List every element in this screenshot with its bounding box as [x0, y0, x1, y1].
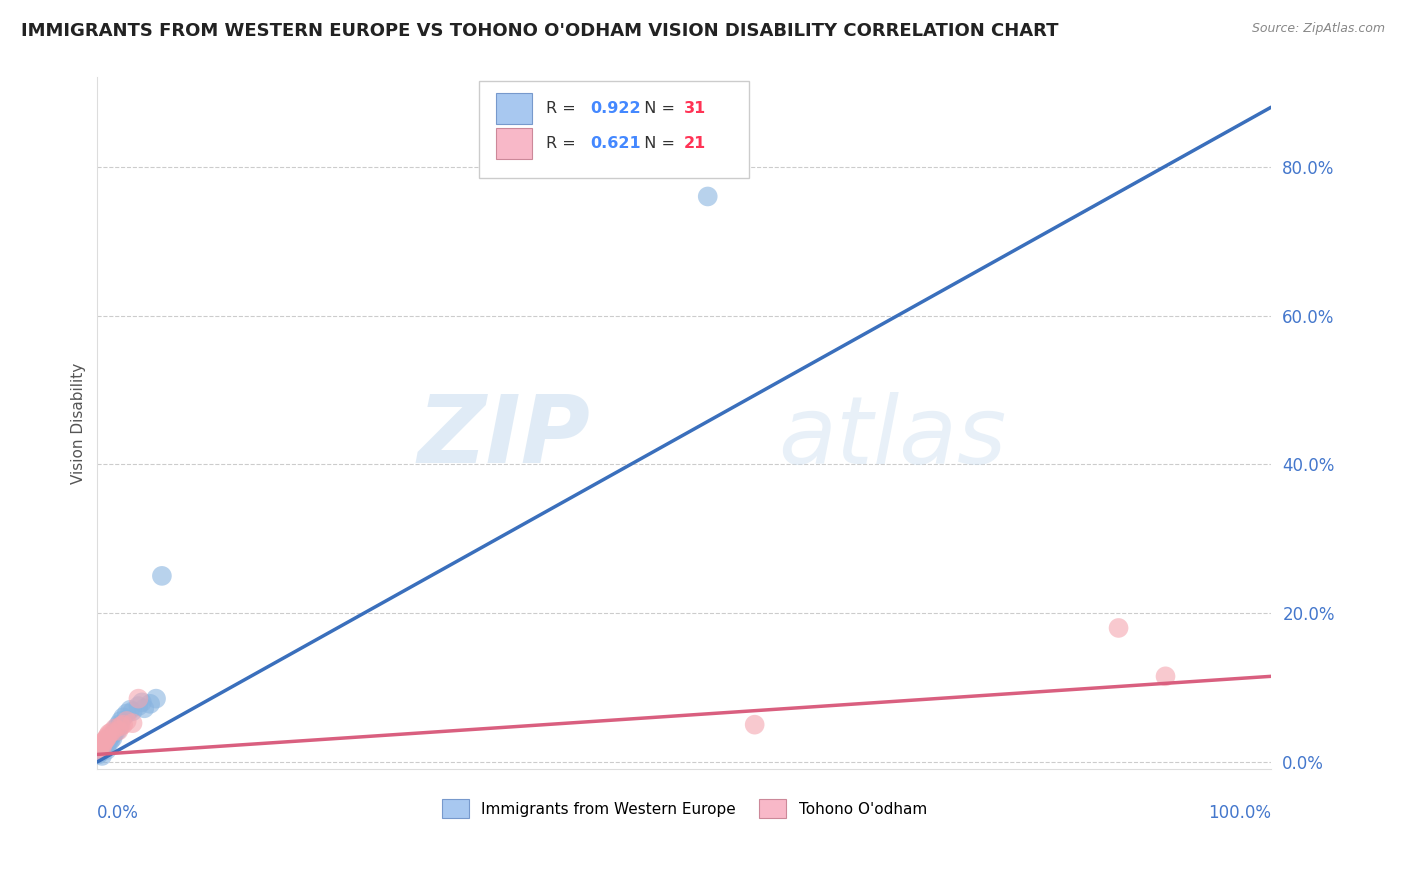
Point [87, 744, 110, 758]
Text: R =: R = [546, 101, 581, 116]
Point [93, 734, 115, 748]
Text: 100.0%: 100.0% [1208, 804, 1271, 822]
Point [145, 691, 167, 706]
Legend: Immigrants from Western Europe, Tohono O'odham: Immigrants from Western Europe, Tohono O… [436, 793, 934, 824]
Point [110, 714, 132, 728]
Text: 31: 31 [685, 101, 706, 116]
Point [87, 747, 110, 762]
Point [1154, 669, 1177, 683]
Point [112, 717, 135, 731]
Point [107, 723, 129, 738]
Point [120, 703, 142, 717]
Y-axis label: Vision Disability: Vision Disability [72, 363, 86, 484]
Point [696, 189, 718, 203]
Text: IMMIGRANTS FROM WESTERN EUROPE VS TOHONO O'ODHAM VISION DISABILITY CORRELATION C: IMMIGRANTS FROM WESTERN EUROPE VS TOHONO… [21, 22, 1059, 40]
Text: N =: N = [634, 101, 681, 116]
Text: Source: ZipAtlas.com: Source: ZipAtlas.com [1251, 22, 1385, 36]
Point [97, 736, 120, 750]
Point [89, 741, 111, 756]
Point [134, 701, 156, 715]
Point [91, 739, 114, 754]
Point [127, 691, 149, 706]
Point [94, 739, 117, 753]
Point [98, 732, 121, 747]
Point [744, 717, 766, 731]
Point [1108, 621, 1130, 635]
Point [89, 746, 111, 760]
Point [105, 723, 128, 738]
Point [90, 739, 112, 753]
Point [97, 729, 120, 743]
Point [104, 725, 127, 739]
Point [101, 731, 124, 745]
FancyBboxPatch shape [479, 81, 749, 178]
Point [108, 719, 131, 733]
Text: atlas: atlas [778, 392, 1007, 483]
Point [91, 741, 114, 756]
Point [96, 743, 118, 757]
Text: 0.621: 0.621 [591, 136, 641, 151]
Bar [496, 93, 531, 124]
Point [112, 710, 135, 724]
Point [121, 704, 143, 718]
Point [98, 734, 121, 748]
Point [139, 697, 162, 711]
Point [100, 729, 122, 743]
Point [96, 731, 118, 745]
Point [104, 722, 127, 736]
Point [107, 717, 129, 731]
Point [100, 725, 122, 739]
Point [131, 695, 153, 709]
Point [91, 736, 114, 750]
Point [110, 719, 132, 733]
Text: N =: N = [634, 136, 681, 151]
Point [94, 732, 117, 747]
Point [103, 726, 125, 740]
Text: R =: R = [546, 136, 581, 151]
Text: 21: 21 [685, 136, 706, 151]
Text: 0.0%: 0.0% [97, 804, 139, 822]
Point [98, 726, 121, 740]
Point [150, 569, 173, 583]
Bar [496, 128, 531, 159]
Point [91, 748, 114, 763]
Point [105, 722, 128, 736]
Point [115, 714, 138, 728]
Point [121, 716, 143, 731]
Text: 0.922: 0.922 [591, 101, 641, 116]
Point [93, 739, 115, 754]
Point [90, 744, 112, 758]
Text: ZIP: ZIP [418, 392, 591, 483]
Point [127, 699, 149, 714]
Point [115, 706, 138, 721]
